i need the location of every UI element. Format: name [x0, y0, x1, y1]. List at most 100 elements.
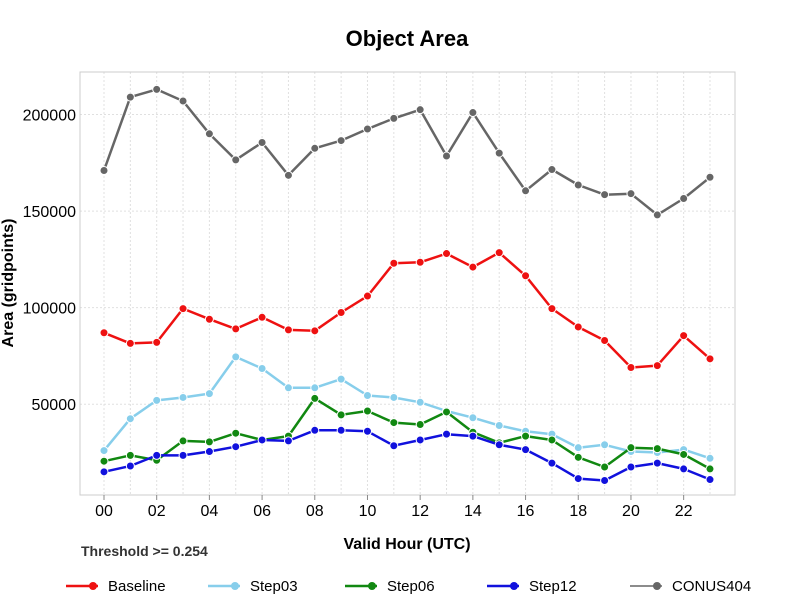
data-point-step12: [152, 450, 162, 460]
data-point-step12: [705, 475, 715, 485]
data-point-conus404: [310, 143, 320, 153]
data-point-baseline: [362, 291, 372, 301]
data-point-baseline: [679, 331, 689, 341]
data-point-step06: [705, 464, 715, 474]
y-tick-label: 150000: [23, 204, 76, 221]
data-point-step12: [468, 431, 478, 441]
data-point-step03: [705, 453, 715, 463]
data-point-conus404: [442, 151, 452, 161]
data-point-step12: [231, 442, 241, 452]
data-point-step03: [336, 374, 346, 384]
data-point-step12: [494, 440, 504, 450]
data-point-conus404: [152, 84, 162, 94]
data-point-step03: [362, 391, 372, 401]
data-point-baseline: [468, 262, 478, 272]
data-point-step03: [310, 383, 320, 393]
x-tick-label: 04: [200, 503, 218, 520]
data-point-conus404: [679, 194, 689, 204]
data-point-conus404: [705, 172, 715, 182]
data-point-step03: [99, 446, 109, 456]
data-point-step12: [547, 458, 557, 468]
data-point-step12: [652, 458, 662, 468]
data-point-baseline: [283, 325, 293, 335]
series-line-conus404: [102, 88, 711, 217]
chart-title: Object Area: [346, 26, 469, 51]
data-point-baseline: [442, 249, 452, 259]
data-point-baseline: [231, 324, 241, 334]
x-tick-label: 22: [675, 503, 693, 520]
data-point-step06: [600, 462, 610, 472]
data-point-baseline: [626, 363, 636, 373]
legend-marker-step03: [231, 582, 239, 590]
plot-frame: [79, 71, 736, 496]
x-tick-label: 06: [253, 503, 271, 520]
data-point-step12: [600, 476, 610, 486]
data-point-step06: [652, 444, 662, 454]
data-point-conus404: [178, 96, 188, 106]
data-point-baseline: [178, 304, 188, 314]
data-point-conus404: [336, 136, 346, 146]
data-point-baseline: [152, 337, 162, 347]
data-point-baseline: [521, 271, 531, 281]
data-point-step12: [204, 447, 214, 457]
x-axis-title: Valid Hour (UTC): [343, 536, 470, 553]
data-point-baseline: [494, 248, 504, 258]
y-tick-label: 100000: [23, 301, 76, 318]
data-point-step06: [310, 393, 320, 403]
data-point-step06: [521, 431, 531, 441]
data-point-conus404: [521, 186, 531, 196]
data-point-baseline: [336, 307, 346, 317]
series-layer: [99, 84, 715, 486]
data-point-step03: [231, 352, 241, 362]
data-point-step03: [573, 443, 583, 453]
x-tick-label: 12: [411, 503, 429, 520]
data-point-step03: [204, 389, 214, 399]
data-point-conus404: [415, 105, 425, 115]
x-tick-label: 14: [464, 503, 482, 520]
data-point-baseline: [573, 322, 583, 332]
data-point-conus404: [468, 108, 478, 118]
legend-label-step06: Step06: [387, 578, 435, 595]
legend-marker-step12: [510, 582, 518, 590]
data-point-step03: [600, 440, 610, 450]
data-point-baseline: [257, 312, 267, 322]
data-point-baseline: [99, 328, 109, 338]
data-point-conus404: [494, 148, 504, 158]
data-point-step12: [99, 467, 109, 477]
data-point-step12: [257, 435, 267, 445]
data-point-baseline: [547, 304, 557, 314]
legend-marker-conus404: [653, 582, 661, 590]
series-line-step06: [103, 397, 711, 470]
legend-label-step12: Step12: [529, 578, 577, 595]
x-tick-label: 00: [95, 503, 113, 520]
x-tick-label: 20: [622, 503, 640, 520]
data-point-conus404: [125, 92, 135, 102]
x-tick-label: 18: [569, 503, 587, 520]
data-point-step03: [125, 414, 135, 424]
legend-marker-baseline: [89, 582, 97, 590]
data-point-conus404: [652, 210, 662, 220]
data-point-step06: [362, 406, 372, 416]
data-point-step12: [415, 435, 425, 445]
data-point-step12: [310, 425, 320, 435]
data-point-conus404: [362, 124, 372, 134]
data-point-baseline: [389, 258, 399, 268]
data-point-baseline: [125, 338, 135, 348]
data-point-conus404: [204, 129, 214, 139]
data-point-step03: [494, 420, 504, 430]
y-axis-title: Area (gridpoints): [0, 219, 17, 348]
y-tick-label: 200000: [23, 107, 76, 124]
data-point-step12: [125, 461, 135, 471]
data-point-step06: [336, 410, 346, 420]
data-point-conus404: [573, 180, 583, 190]
data-point-step12: [336, 425, 346, 435]
data-point-step06: [626, 443, 636, 453]
data-point-step12: [178, 450, 188, 460]
data-point-step06: [389, 418, 399, 428]
data-point-conus404: [257, 138, 267, 147]
x-tick-label: 16: [517, 503, 535, 520]
data-point-conus404: [547, 165, 557, 175]
data-point-step06: [547, 435, 557, 445]
data-point-step12: [521, 445, 531, 455]
data-point-step12: [362, 426, 372, 436]
